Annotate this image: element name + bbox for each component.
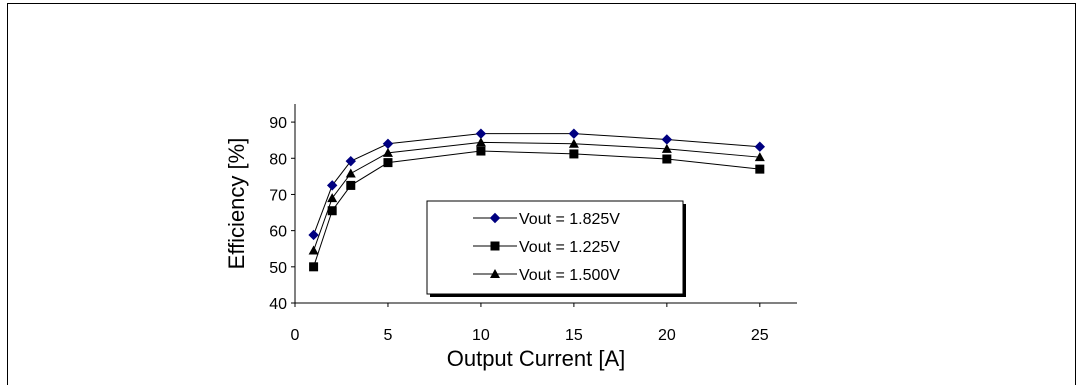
y-tick-label: 60 [269, 224, 287, 241]
data-point-series-0 [308, 229, 319, 241]
data-point-series-1 [383, 158, 393, 168]
data-point-series-2 [308, 245, 319, 255]
efficiency-chart: 40 50 60 70 80 90 0 5 10 15 20 25 Output Current [A]… [224, 104, 797, 371]
data-point-series-0 [475, 128, 487, 139]
legend-label-0: Vout = 1.825V [519, 211, 620, 228]
data-point-series-0 [345, 155, 356, 167]
data-point-series-1 [755, 164, 765, 174]
data-point-series-0 [326, 180, 338, 191]
legend-marker-2 [490, 269, 500, 278]
legend-marker-0 [489, 212, 501, 224]
x-tick-label: 20 [658, 327, 676, 344]
legend-box [426, 200, 684, 295]
data-point-series-2 [475, 137, 486, 147]
data-point-series-0 [568, 128, 580, 139]
data-point-series-0 [661, 134, 673, 145]
x-tick-label: 25 [751, 327, 769, 344]
data-point-series-0 [382, 138, 394, 150]
data-point-series-2 [568, 138, 579, 148]
data-point-series-1 [569, 149, 579, 159]
y-tick-label: 80 [269, 151, 287, 168]
legend-marker-1 [490, 241, 500, 251]
x-tick-label: 5 [384, 327, 393, 344]
y-tick-label: 40 [269, 296, 287, 313]
data-point-series-2 [345, 168, 356, 178]
series-line-2 [313, 141, 760, 251]
x-tick-label: 0 [291, 327, 300, 344]
data-point-series-2 [661, 143, 672, 153]
y-axis-label: Efficiency [%] [224, 138, 249, 270]
figure-frame: 40 50 60 70 80 90 0 5 10 15 20 25 Output Current [A]… [7, 3, 1076, 385]
y-tick-label: 90 [269, 115, 287, 132]
data-point-series-1 [346, 180, 356, 190]
legend-label-2: Vout = 1.500V [519, 267, 620, 284]
data-point-series-2 [327, 193, 338, 203]
x-axis-label: Output Current [A] [447, 346, 626, 371]
y-tick-label: 70 [269, 187, 287, 204]
data-point-series-2 [754, 152, 765, 162]
data-point-series-1 [309, 262, 319, 272]
data-point-series-1 [327, 206, 337, 216]
series-line-0 [313, 133, 760, 236]
y-tick-label: 50 [269, 260, 287, 277]
x-tick-label: 15 [565, 327, 583, 344]
data-point-series-1 [662, 154, 672, 164]
legend-label-1: Vout = 1.225V [519, 239, 620, 256]
data-point-series-1 [476, 146, 486, 156]
data-point-series-0 [754, 141, 766, 152]
data-point-series-2 [382, 147, 393, 157]
x-tick-label: 10 [472, 327, 490, 344]
